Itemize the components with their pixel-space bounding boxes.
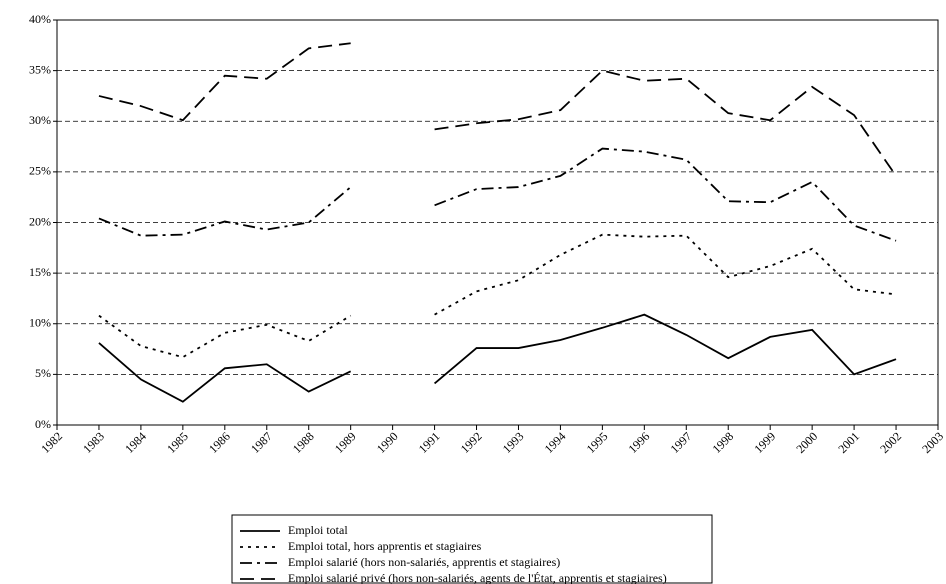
x-tick-label: 1993 (500, 429, 527, 456)
series-line (98, 42, 897, 177)
x-tick-label: 1983 (80, 429, 107, 456)
y-tick-label: 40% (29, 12, 51, 26)
x-tick-label: 1996 (626, 429, 653, 456)
x-tick-label: 2003 (919, 429, 946, 456)
legend-label: Emploi salarié (hors non-salariés, appre… (288, 555, 560, 569)
x-tick-label: 2001 (835, 429, 862, 456)
series-line (98, 147, 897, 242)
x-tick-label: 1985 (164, 429, 191, 456)
x-tick-label: 2002 (877, 429, 904, 456)
y-tick-label: 25% (29, 164, 51, 178)
x-tick-label: 1994 (542, 429, 569, 456)
y-tick-label: 15% (29, 265, 51, 279)
x-tick-label: 1991 (416, 429, 443, 456)
x-tick-label: 1984 (122, 429, 149, 456)
x-tick-label: 1999 (751, 429, 778, 456)
y-tick-label: 30% (29, 113, 51, 127)
x-tick-label: 1992 (458, 429, 485, 456)
x-tick-label: 1987 (248, 429, 275, 456)
x-tick-label: 1988 (290, 429, 317, 456)
x-tick-label: 1982 (38, 429, 65, 456)
y-tick-label: 20% (29, 214, 51, 228)
series-line (98, 313, 897, 403)
y-tick-label: 0% (35, 417, 51, 431)
series-line (98, 233, 897, 359)
legend-label: Emploi salarié privé (hors non-salariés,… (288, 571, 667, 584)
x-tick-label: 1995 (584, 429, 611, 456)
x-tick-label: 1997 (667, 429, 694, 456)
x-tick-label: 1986 (206, 429, 233, 456)
y-tick-label: 5% (35, 366, 51, 380)
legend-box (231, 514, 713, 584)
x-tick-label: 1990 (374, 429, 401, 456)
legend-label: Emploi total, hors apprentis et stagiair… (288, 539, 482, 553)
y-tick-label: 35% (29, 62, 51, 76)
legend-label: Emploi total (288, 523, 348, 537)
x-tick-label: 2000 (793, 429, 820, 456)
y-tick-label: 10% (29, 316, 51, 330)
x-tick-label: 1998 (709, 429, 736, 456)
x-tick-label: 1989 (332, 429, 359, 456)
plot-frame (56, 19, 939, 426)
